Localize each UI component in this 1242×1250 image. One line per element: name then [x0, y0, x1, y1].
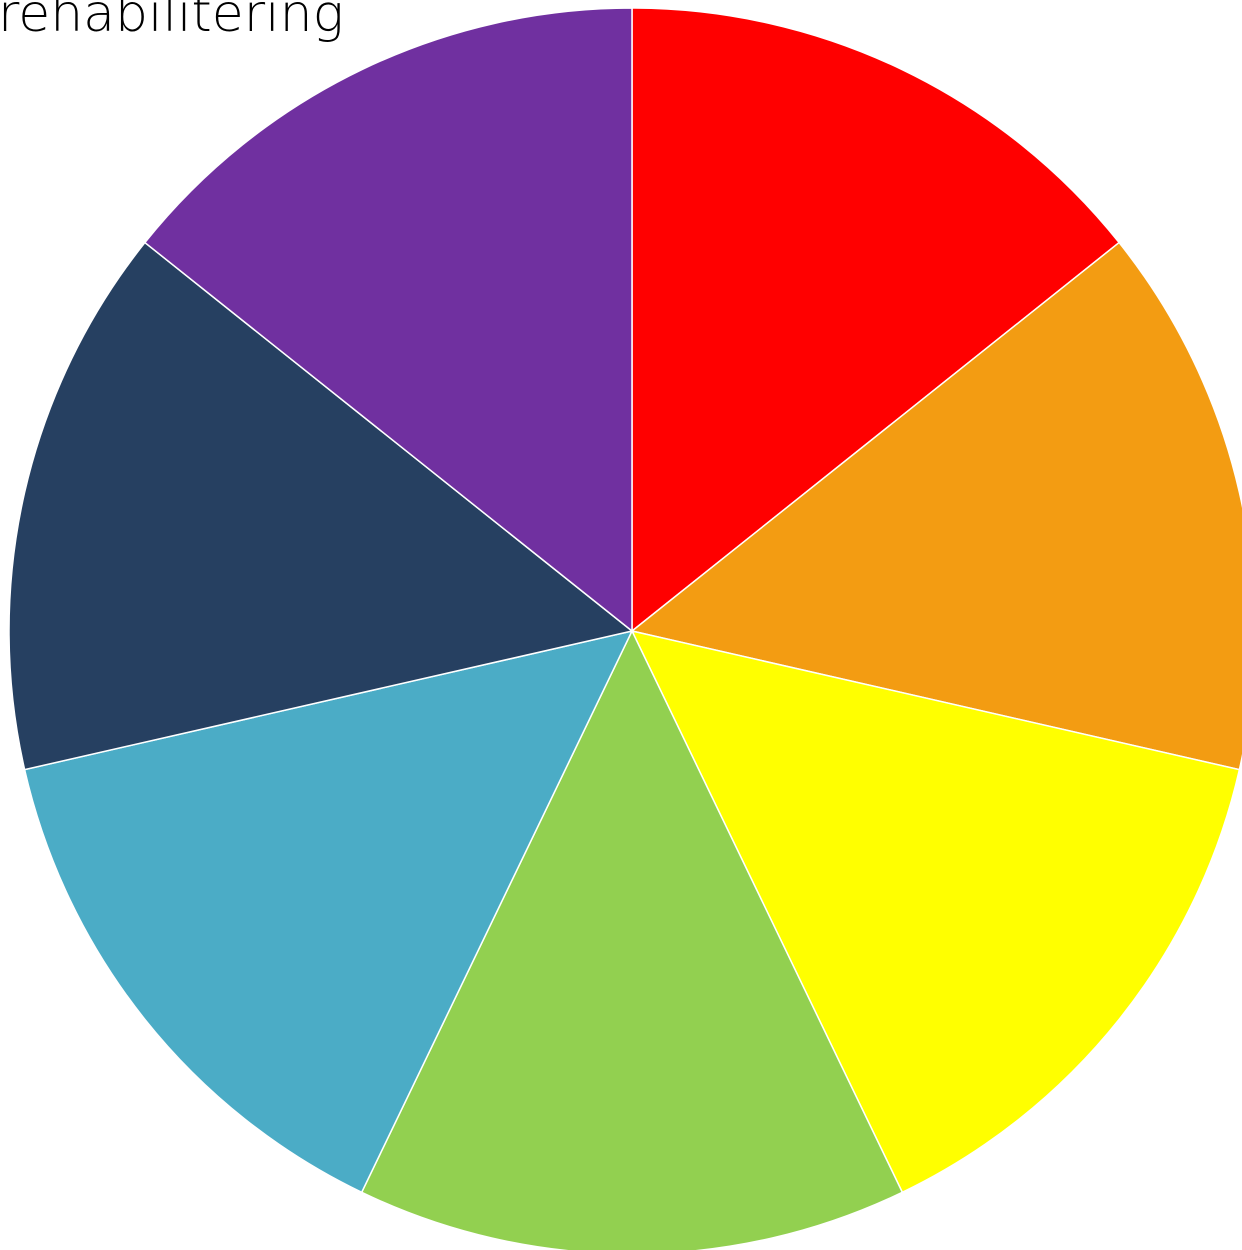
pie-slice-1	[631, 7, 1121, 633]
pie-slice-7	[143, 7, 633, 633]
pie-slice-3	[630, 629, 1241, 1194]
pie-slice-6	[8, 241, 634, 771]
pie-slice-4	[360, 629, 904, 1250]
pie-slice-2	[630, 241, 1242, 771]
slice-label-rehabilitering: rehabilitering	[0, 0, 344, 44]
pie-slice-5	[23, 629, 634, 1194]
